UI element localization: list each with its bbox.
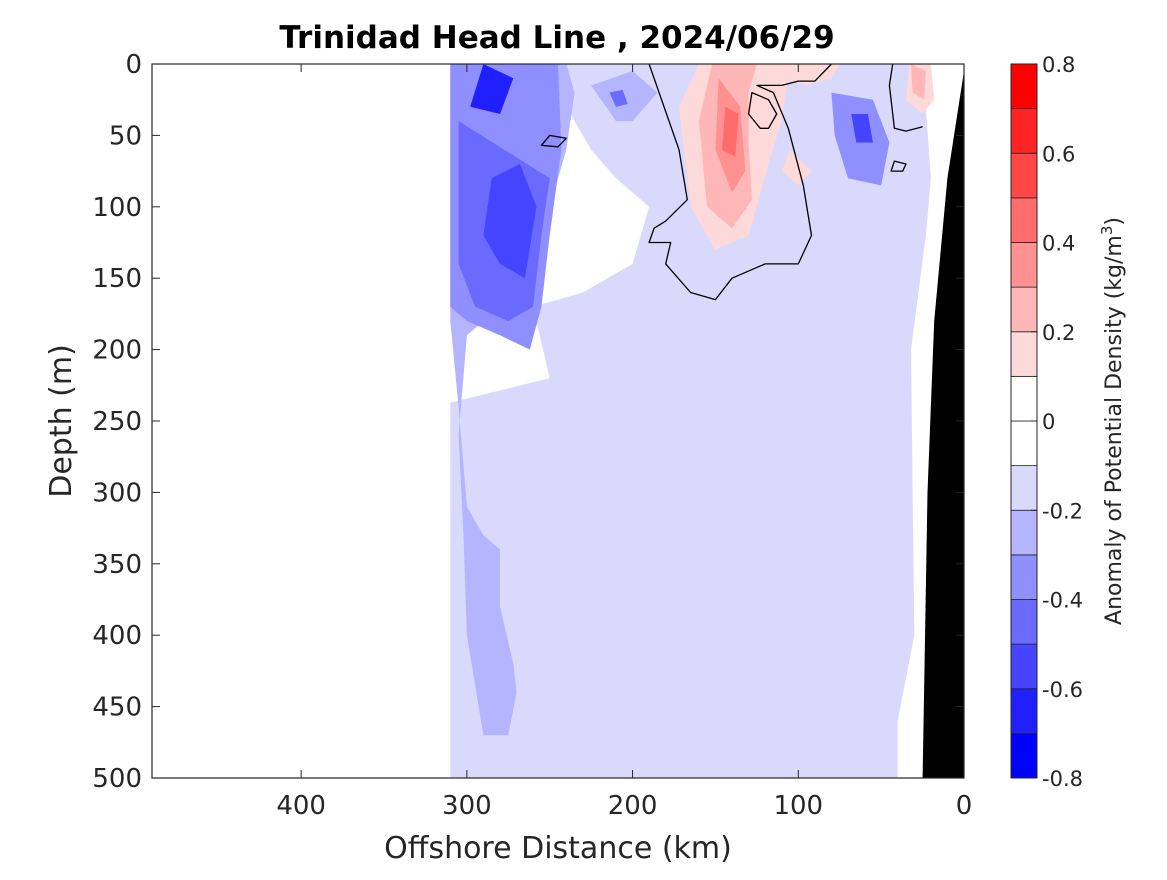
- y-tick-label-500: 500: [92, 764, 142, 794]
- y-tick-label-150: 150: [92, 264, 142, 294]
- contour-region-17: [781, 149, 812, 186]
- colorbar-label-superscript: 3: [1098, 226, 1116, 236]
- x-tick-label-0: 0: [956, 791, 973, 821]
- colorbar-band-12: [1010, 197, 1038, 243]
- colorbar-band-11: [1010, 242, 1038, 288]
- x-tick-label-100: 100: [773, 791, 823, 821]
- colorbar-band-14: [1010, 108, 1038, 154]
- contour-region-9: [609, 89, 628, 107]
- y-axis: 0 50 100 150 200 250 300 350 400 450 500: [92, 50, 964, 794]
- colorbar-band-7: [1010, 420, 1038, 467]
- colorbar-tick-label-5: 0.2: [1042, 321, 1075, 345]
- x-tick-label-200: 200: [608, 791, 658, 821]
- y-tick-label-250: 250: [92, 407, 142, 437]
- colorbar-tick-label-0: -0.8: [1042, 767, 1083, 791]
- x-tick-label-300: 300: [442, 791, 492, 821]
- contour-region-11: [851, 114, 873, 143]
- seafloor-mask: [922, 71, 964, 778]
- colorbar-label-main: Anomaly of Potential Density (kg/m: [1102, 235, 1127, 625]
- colorbar-label-close: ): [1102, 217, 1127, 226]
- x-axis-label: Offshore Distance (km): [384, 831, 732, 866]
- colorbar-band-15: [1010, 63, 1038, 110]
- colorbar-band-13: [1010, 152, 1038, 199]
- colorbar-tick-label-3: -0.2: [1042, 499, 1083, 523]
- y-tick-label-50: 50: [109, 121, 142, 151]
- colorbar-tick-label-8: 0.8: [1042, 53, 1075, 77]
- zero-contour-layer: [540, 64, 923, 301]
- colorbar-band-8: [1010, 375, 1038, 422]
- colorbar-label: Anomaly of Potential Density (kg/m3): [1098, 217, 1127, 625]
- colorbar-band-4: [1010, 554, 1038, 600]
- zero-contour-1: [747, 91, 778, 129]
- contour-region-15: [722, 106, 739, 157]
- y-tick-label-0: 0: [125, 50, 142, 80]
- chart-title: Trinidad Head Line , 2024/06/29: [279, 20, 834, 56]
- colorbar-band-9: [1010, 331, 1038, 377]
- colorbar-band-3: [1010, 599, 1038, 645]
- colorbar-tick-label-7: 0.6: [1042, 142, 1075, 166]
- colorbar-tick-label-4: 0: [1042, 410, 1055, 434]
- colorbar-tick-label-6: 0.4: [1042, 232, 1075, 256]
- contour-region-7: [470, 64, 514, 114]
- topography-layer: [922, 71, 964, 778]
- y-axis-label: Depth (m): [44, 344, 79, 498]
- colorbar-band-10: [1010, 286, 1038, 333]
- contour-region-19: [911, 64, 926, 100]
- x-tick-label-400: 400: [276, 791, 326, 821]
- contour-region-16: [773, 64, 840, 86]
- contour-region-6: [483, 164, 537, 279]
- colorbar-band-6: [1010, 465, 1038, 511]
- colorbar-band-0: [1010, 732, 1038, 779]
- contour-fill-layer: [152, 64, 956, 778]
- y-tick-label-400: 400: [92, 621, 142, 651]
- y-tick-label-450: 450: [92, 693, 142, 723]
- zero-contour-3: [890, 160, 907, 172]
- colorbar-tick-label-2: -0.4: [1042, 589, 1083, 613]
- y-tick-label-350: 350: [92, 550, 142, 580]
- zero-contour-4: [888, 64, 923, 132]
- colorbar: -0.8 -0.6 -0.4 -0.2 0 0.2 0.4 0.6 0.8: [1010, 53, 1083, 791]
- y-tick-label-300: 300: [92, 478, 142, 508]
- x-axis: 400 300 200 100 0: [276, 64, 972, 821]
- zero-contour-2: [540, 134, 567, 148]
- y-tick-label-200: 200: [92, 336, 142, 366]
- colorbar-band-5: [1010, 509, 1038, 556]
- colorbar-tick-label-1: -0.6: [1042, 678, 1083, 702]
- zero-contour-0: [648, 64, 832, 301]
- y-tick-label-100: 100: [92, 193, 142, 223]
- colorbar-band-2: [1010, 643, 1038, 690]
- colorbar-band-1: [1010, 688, 1038, 734]
